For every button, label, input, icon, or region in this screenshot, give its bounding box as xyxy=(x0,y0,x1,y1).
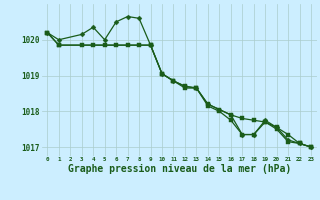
X-axis label: Graphe pression niveau de la mer (hPa): Graphe pression niveau de la mer (hPa) xyxy=(68,164,291,174)
